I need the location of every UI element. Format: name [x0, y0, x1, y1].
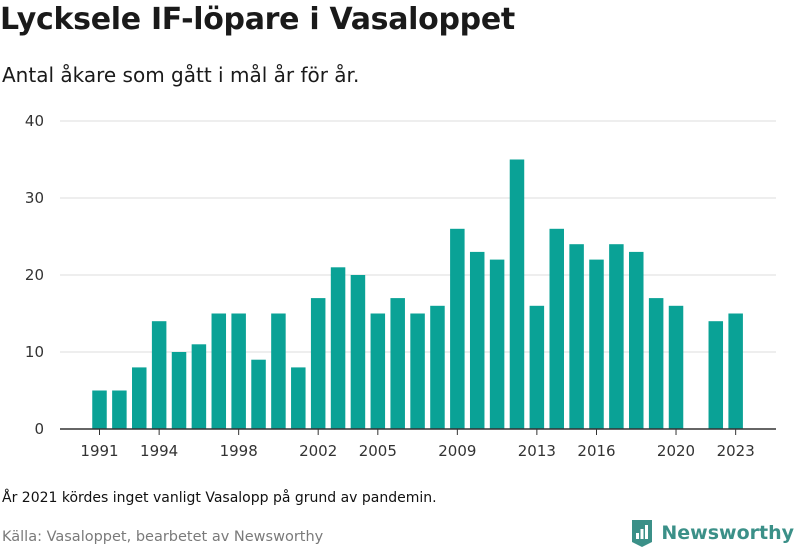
- bar: [151, 321, 167, 429]
- x-tick-label: 2002: [299, 442, 337, 460]
- x-tick-label: 1991: [80, 442, 118, 460]
- bar: [330, 267, 346, 429]
- bar: [112, 390, 127, 429]
- bar: [728, 313, 743, 429]
- bar: [450, 228, 465, 429]
- y-tick-label: 20: [25, 266, 44, 284]
- bar: [489, 259, 505, 429]
- bar: [509, 159, 525, 429]
- bar: [609, 244, 624, 429]
- bar: [668, 305, 684, 429]
- y-axis: 0 10 20 30 40: [25, 112, 44, 438]
- chart-title: Lycksele IF-löpare i Vasaloppet: [0, 2, 515, 37]
- chart-subtitle: Antal åkare som gått i mål år för år.: [2, 63, 360, 87]
- x-tick-label: 2009: [438, 442, 476, 460]
- x-tick-label: 2023: [717, 442, 755, 460]
- x-tick-label: 2016: [577, 442, 615, 460]
- y-tick-label: 10: [25, 343, 44, 361]
- bar: [310, 298, 326, 429]
- bar: [529, 305, 545, 429]
- y-tick-label: 40: [25, 112, 44, 130]
- x-tick-label: 1998: [220, 442, 258, 460]
- bar: [350, 275, 366, 429]
- newsworthy-brand: Newsworthy: [630, 518, 794, 548]
- bar: [271, 313, 286, 429]
- bar: [291, 367, 306, 429]
- bar: [92, 390, 107, 429]
- bar: [430, 305, 445, 429]
- brand-name: Newsworthy: [661, 522, 794, 544]
- bar: [390, 298, 405, 429]
- bar: [569, 244, 584, 429]
- source-credit: Källa: Vasaloppet, bearbetet av Newswort…: [2, 529, 324, 545]
- x-tick-label: 2005: [359, 442, 397, 460]
- footnote: År 2021 kördes inget vanligt Vasalopp på…: [2, 490, 437, 506]
- bar: [132, 367, 147, 429]
- bar: [231, 313, 246, 429]
- x-axis: 1991 1994 1998 2002 2005 2009 2013 2016 2020 2023: [60, 428, 776, 460]
- bars: [92, 159, 743, 429]
- bar: [370, 313, 386, 429]
- newsworthy-logo-icon: [632, 520, 653, 547]
- bar: [589, 259, 604, 429]
- bar: [469, 251, 485, 429]
- bar: [629, 251, 644, 429]
- bar: [251, 359, 266, 429]
- bar: [549, 228, 564, 429]
- x-tick-label: 2020: [657, 442, 695, 460]
- bar: [191, 344, 207, 429]
- bar: [410, 313, 425, 429]
- bar: [708, 321, 724, 429]
- y-tick-label: 30: [25, 189, 44, 207]
- x-tick-label: 2013: [518, 442, 556, 460]
- bar: [648, 298, 664, 429]
- bar: [171, 352, 187, 429]
- x-tick-label: 1994: [140, 442, 178, 460]
- bar: [211, 313, 227, 429]
- y-tick-label: 0: [34, 420, 44, 438]
